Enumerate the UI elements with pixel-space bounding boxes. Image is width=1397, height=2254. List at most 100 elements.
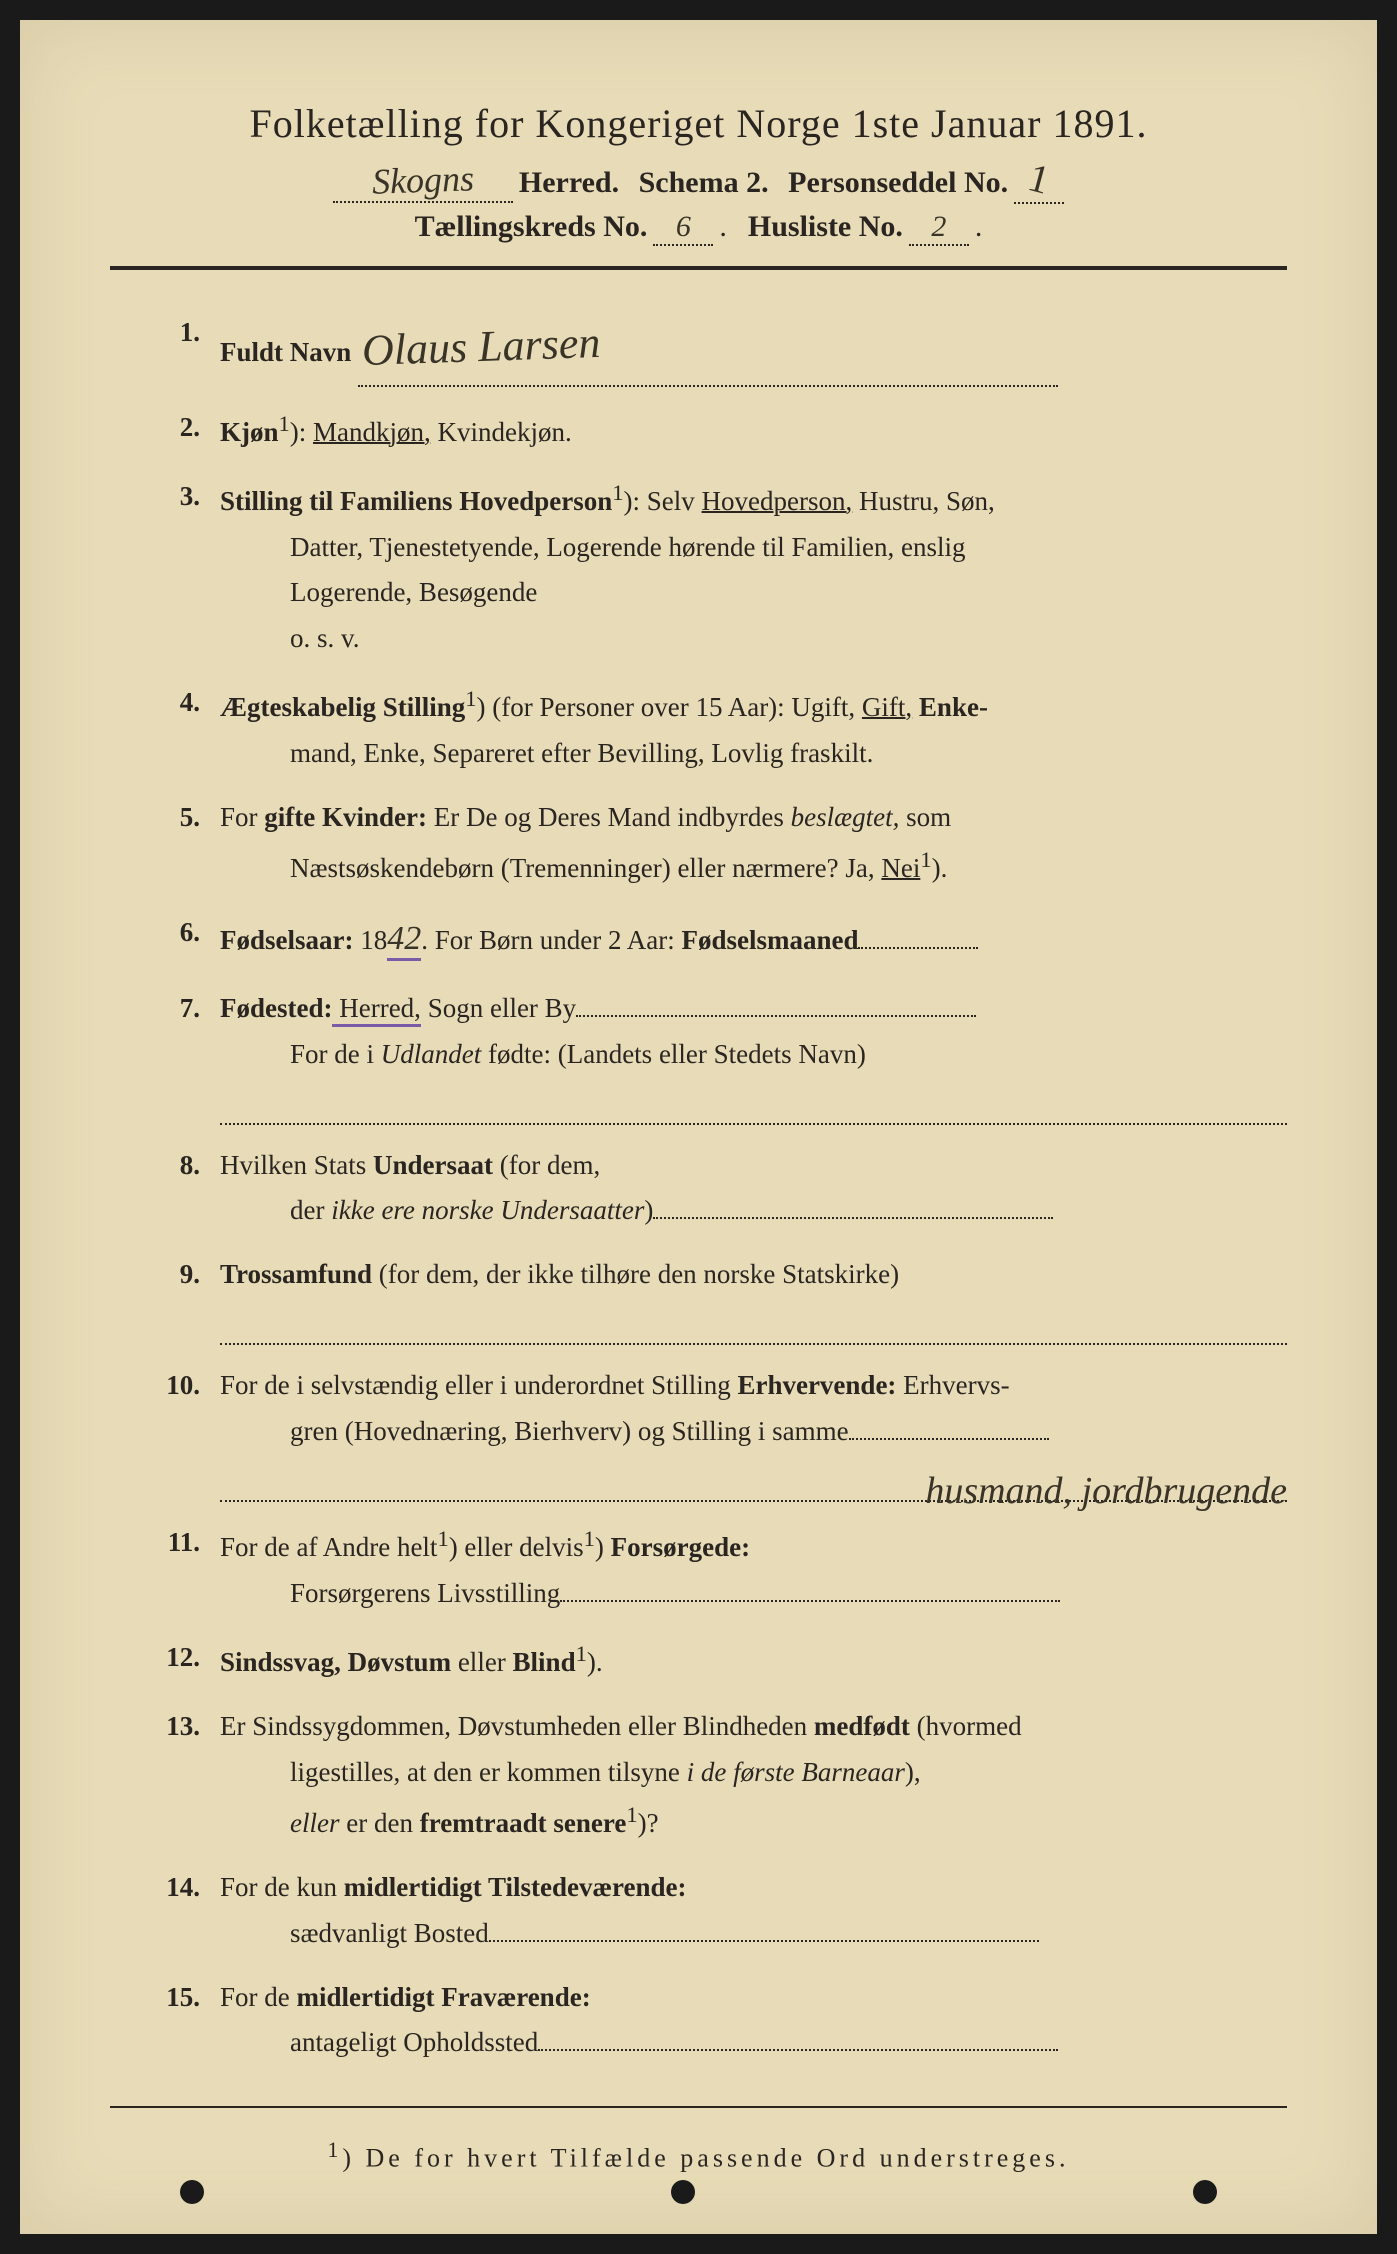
taellingskreds-label: Tællingskreds No. — [415, 210, 648, 244]
item-13: 13. Er Sindssygdommen, Døvstumheden elle… — [150, 1704, 1287, 1847]
cont: For de i Udlandet fødte: (Landets eller … — [220, 1032, 1287, 1078]
text: ). — [932, 853, 948, 883]
sup: 1 — [612, 480, 623, 505]
item-body: For gifte Kvinder: Er De og Deres Mand i… — [220, 795, 1287, 892]
label: Blind — [513, 1647, 576, 1677]
schema-label: Schema 2. — [639, 166, 769, 200]
personseddel-label: Personseddel No. — [788, 166, 1008, 200]
text: Forsørgerens Livsstilling — [290, 1578, 560, 1608]
item-body: Sindssvag, Døvstum eller Blind1). — [220, 1635, 1287, 1686]
label: Fuldt Navn — [220, 337, 351, 367]
text: Sogn eller By — [421, 993, 576, 1023]
italic: Udlandet — [381, 1039, 482, 1069]
cont: Næstsøskendebørn (Tremenninger) eller næ… — [220, 841, 1287, 892]
text: For — [220, 802, 264, 832]
name-handwritten: Olaus Larsen — [361, 306, 602, 389]
herred-handwritten: Skogns — [371, 157, 474, 203]
sup: 1 — [920, 847, 931, 872]
taellingskreds-no: 6 — [676, 210, 691, 243]
item-num: 9. — [150, 1252, 220, 1345]
label: gifte Kvinder: — [264, 802, 427, 832]
text: For de kun — [220, 1872, 344, 1902]
label: midlertidigt Fraværende: — [297, 1982, 591, 2012]
text: For de — [220, 1982, 297, 2012]
sup: 1 — [328, 2138, 343, 2162]
item-7: 7. Fødested: Herred, Sogn eller By For d… — [150, 986, 1287, 1125]
text: For de i selvstændig eller i underordnet… — [220, 1370, 737, 1400]
herred-blank: Skogns — [333, 159, 513, 203]
year-handwritten: 42 — [387, 920, 421, 961]
item-num: 2. — [150, 405, 220, 456]
text: ): Selv — [624, 486, 702, 516]
blank — [538, 2049, 1058, 2051]
item-num: 7. — [150, 986, 220, 1125]
item-14: 14. For de kun midlertidigt Tilstedevære… — [150, 1865, 1287, 1957]
item-num: 6. — [150, 910, 220, 968]
item-11: 11. For de af Andre helt1) eller delvis1… — [150, 1520, 1287, 1617]
cont: eller er den fremtraadt senere1)? — [220, 1796, 1287, 1847]
text: ligestilles, at den er kommen tilsyne — [290, 1757, 687, 1787]
item-body: Trossamfund (for dem, der ikke tilhøre d… — [220, 1252, 1287, 1345]
census-form-page: Folketælling for Kongeriget Norge 1ste J… — [20, 20, 1377, 2234]
text: fødte: (Landets eller Stedets Navn) — [481, 1039, 866, 1069]
text: For de af Andre helt — [220, 1532, 437, 1562]
blank-line — [220, 1302, 1287, 1345]
bold: fremtraadt senere — [420, 1808, 627, 1838]
occupation-handwritten: husmand, jordbrugende — [925, 1470, 1287, 1512]
text: ) eller delvis — [449, 1532, 584, 1562]
text: Hvilken Stats — [220, 1150, 373, 1180]
herred-label: Herred. — [519, 166, 619, 200]
husliste-label: Husliste No. — [748, 210, 903, 244]
text: ): — [290, 417, 313, 447]
item-10: 10. For de i selvstændig eller i underor… — [150, 1363, 1287, 1502]
label: Undersaat — [373, 1150, 493, 1180]
blank — [576, 1015, 976, 1017]
name-blank: Olaus Larsen — [358, 310, 1058, 387]
cont: der ikke ere norske Undersaatter) — [220, 1188, 1287, 1234]
item-num: 14. — [150, 1865, 220, 1957]
text: (hvormed — [910, 1711, 1022, 1741]
text: sædvanligt Bosted — [290, 1918, 489, 1948]
cont: gren (Hovednæring, Bierhverv) og Stillin… — [220, 1409, 1287, 1455]
underlined-option: Nei — [881, 853, 920, 883]
item-12: 12. Sindssvag, Døvstum eller Blind1). — [150, 1635, 1287, 1686]
item-2: 2. Kjøn1): Mandkjøn, Kvindekjøn. — [150, 405, 1287, 456]
item-num: 12. — [150, 1635, 220, 1686]
item-5: 5. For gifte Kvinder: Er De og Deres Man… — [150, 795, 1287, 892]
sup: 1 — [576, 1641, 587, 1666]
blank-line — [220, 1081, 1287, 1124]
divider-top — [110, 266, 1287, 270]
cont: Datter, Tjenestetyende, Logerende hørend… — [220, 525, 1287, 571]
text: (for dem, — [493, 1150, 600, 1180]
footnote: 1) De for hvert Tilfælde passende Ord un… — [110, 2138, 1287, 2174]
punch-hole — [671, 2180, 695, 2204]
item-body: Fødselsaar: 1842. For Børn under 2 Aar: … — [220, 910, 1287, 968]
blank — [560, 1600, 1060, 1602]
sup: 1 — [465, 686, 476, 711]
item-15: 15. For de midlertidigt Fraværende: anta… — [150, 1975, 1287, 2067]
text: ) (for Personer over 15 Aar): Ugift, — [477, 692, 862, 722]
label: Fødselsaar: — [220, 925, 353, 955]
cont: antageligt Opholdssted — [220, 2020, 1287, 2066]
text: antageligt Opholdssted — [290, 2027, 538, 2057]
text: ). — [587, 1647, 603, 1677]
label: Ægteskabelig Stilling — [220, 692, 465, 722]
item-num: 13. — [150, 1704, 220, 1847]
personseddel-no: 1 — [1023, 153, 1054, 204]
item-num: 4. — [150, 680, 220, 777]
cont: o. s. v. — [220, 616, 1287, 662]
label: Kjøn — [220, 417, 279, 447]
form-title: Folketælling for Kongeriget Norge 1ste J… — [110, 100, 1287, 147]
item-num: 8. — [150, 1143, 220, 1235]
cont: Forsørgerens Livsstilling — [220, 1571, 1287, 1617]
underlined-option: Hovedperson, — [702, 486, 853, 516]
italic: eller — [290, 1808, 339, 1838]
label: Sindssvag, Døvstum — [220, 1647, 451, 1677]
text: ), — [905, 1757, 921, 1787]
text: Er Sindssygdommen, Døvstumheden eller Bl… — [220, 1711, 814, 1741]
text: eller — [451, 1647, 512, 1677]
header-line-3: Tællingskreds No. 6 . Husliste No. 2 . — [110, 210, 1287, 246]
underlined-option: Herred, — [332, 993, 420, 1027]
underlined-option: Gift, — [862, 692, 912, 722]
text: Er De og Deres Mand indbyrdes — [427, 802, 791, 832]
